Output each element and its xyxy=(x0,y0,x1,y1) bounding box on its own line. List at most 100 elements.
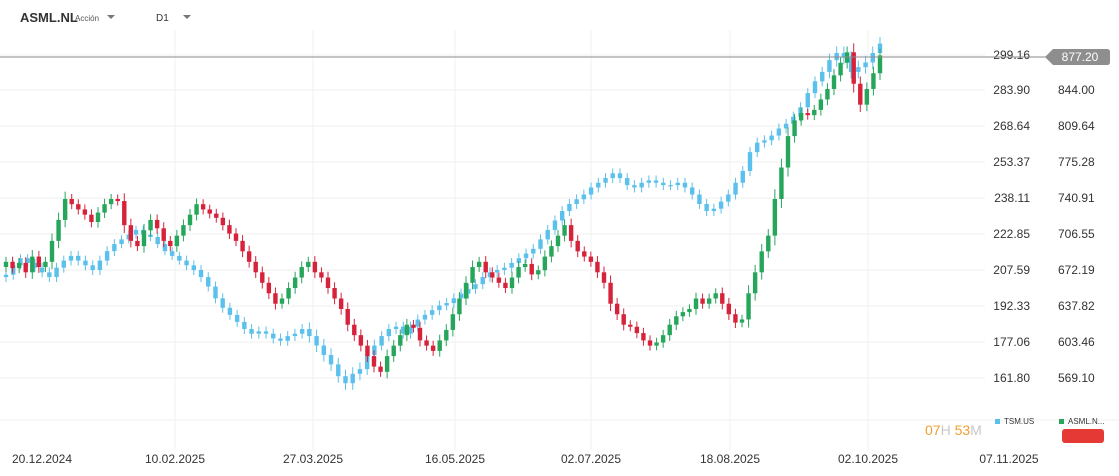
asset-type-label: Acción xyxy=(75,14,100,23)
timeframe-dropdown-chevron-icon[interactable] xyxy=(183,15,191,19)
asml-candle xyxy=(69,198,74,205)
tsm-candle xyxy=(726,194,731,202)
tsm-candle xyxy=(307,328,312,337)
asml-candle xyxy=(3,261,9,268)
tsm-candle xyxy=(733,182,738,195)
x-axis-tick-label: 10.02.2025 xyxy=(145,452,205,466)
tsm-candle xyxy=(379,336,384,346)
tsm-candle xyxy=(162,244,168,252)
tsm-candle xyxy=(487,272,493,278)
asml-candle xyxy=(674,316,679,325)
tsm-candle xyxy=(422,314,428,320)
tsm-candle xyxy=(76,255,81,261)
asml-candle xyxy=(529,263,534,275)
legend-item-tsm[interactable]: TSM.US xyxy=(995,417,1034,426)
right-axis-tick-label: 809.64 xyxy=(1058,119,1095,133)
asml-candle xyxy=(614,303,620,315)
tsm-candle xyxy=(415,319,420,327)
tsm-candle xyxy=(841,53,847,58)
asml-candle xyxy=(759,251,764,273)
right-axis-tick-label: 775.28 xyxy=(1058,155,1095,169)
trade-button[interactable] xyxy=(1062,429,1104,443)
asml-candle xyxy=(135,240,140,247)
tsm-candle xyxy=(206,277,211,287)
asml-candle xyxy=(220,217,226,226)
asml-candle xyxy=(200,204,206,210)
asml-candle xyxy=(437,340,442,351)
asml-candle xyxy=(713,293,718,299)
asml-candle xyxy=(496,277,502,283)
tsm-candle xyxy=(25,258,30,263)
asml-candle xyxy=(154,219,160,229)
tsm-candle xyxy=(11,265,16,275)
x-axis-tick-label: 02.07.2025 xyxy=(561,452,621,466)
tsm-candle xyxy=(220,298,225,308)
left-axis-tick-label: 192.33 xyxy=(993,299,1030,313)
tsm-candle xyxy=(559,211,565,221)
tsm-candle xyxy=(704,203,709,212)
legend-item-asml[interactable]: ASML.N... xyxy=(1059,417,1104,426)
tsm-candle xyxy=(234,314,240,322)
asml-candle xyxy=(43,261,48,268)
left-axis-tick-label: 161.80 xyxy=(993,371,1030,385)
left-axis-tick-label: 238.11 xyxy=(994,191,1030,205)
tsm-candle xyxy=(68,255,74,261)
tsm-candle xyxy=(783,123,789,129)
tsm-candle xyxy=(473,284,478,289)
tsm-candle xyxy=(198,270,204,278)
tsm-candle xyxy=(104,251,110,261)
current-price-tag-shape xyxy=(1045,49,1110,65)
tsm-candle xyxy=(350,373,355,384)
tsm-candle xyxy=(249,328,254,334)
asml-candle xyxy=(844,52,850,63)
axis-labels: 299.16 283.90 268.64 253.37 238.11 222.85 207.… xyxy=(12,48,1095,466)
x-axis-tick-label: 02.10.2025 xyxy=(838,452,898,466)
tsm-candle xyxy=(711,208,717,212)
tsm-candle xyxy=(18,258,23,266)
timeframe-label[interactable]: D1 xyxy=(156,13,169,24)
asml-candle xyxy=(378,366,383,372)
asml-candle xyxy=(483,261,488,273)
symbol-label[interactable]: ASML.NL xyxy=(20,10,78,25)
tsm-candle xyxy=(83,260,88,266)
tsm-candle xyxy=(177,255,182,261)
symbol-dropdown-chevron-icon[interactable] xyxy=(107,15,115,19)
tsm-candle xyxy=(184,260,189,266)
tsm-candle xyxy=(740,170,745,183)
asml-candle xyxy=(148,219,153,231)
asml-candle xyxy=(772,198,778,236)
asml-candle xyxy=(62,198,68,220)
asml-candle xyxy=(279,298,285,304)
asml-candle xyxy=(490,272,495,278)
asml-candle xyxy=(693,298,699,309)
tsm-candle xyxy=(791,116,796,124)
asml-candle xyxy=(253,261,258,273)
tsm-candle xyxy=(408,326,413,334)
tsm-candle xyxy=(596,182,601,188)
asml-candle xyxy=(779,167,784,199)
asml-candle xyxy=(174,235,180,247)
asml-candle xyxy=(168,240,173,247)
asml-candle xyxy=(30,256,35,273)
tsm-candle xyxy=(805,93,810,108)
left-axis-tick-label: 207.59 xyxy=(993,263,1030,277)
tsm-candle xyxy=(112,244,117,252)
legend-label: ASML.N... xyxy=(1068,417,1105,426)
countdown-hours: 07 xyxy=(925,422,941,438)
tsm-candle xyxy=(119,239,124,245)
asml-candle xyxy=(601,272,607,283)
asml-candle xyxy=(240,240,245,252)
asml-candle xyxy=(273,293,278,304)
tsm-candle xyxy=(848,57,854,72)
asml-candle xyxy=(194,204,199,215)
asml-candle xyxy=(424,340,429,346)
asml-candle xyxy=(325,277,331,289)
left-axis-tick-label: 177.06 xyxy=(993,335,1030,349)
asml-candle xyxy=(122,201,127,226)
left-axis-tick-label: 268.64 xyxy=(993,119,1030,133)
asml-candle xyxy=(476,261,482,268)
asml-candle xyxy=(430,345,436,351)
tsm-candle xyxy=(531,248,536,254)
tsm-candle xyxy=(856,67,861,72)
